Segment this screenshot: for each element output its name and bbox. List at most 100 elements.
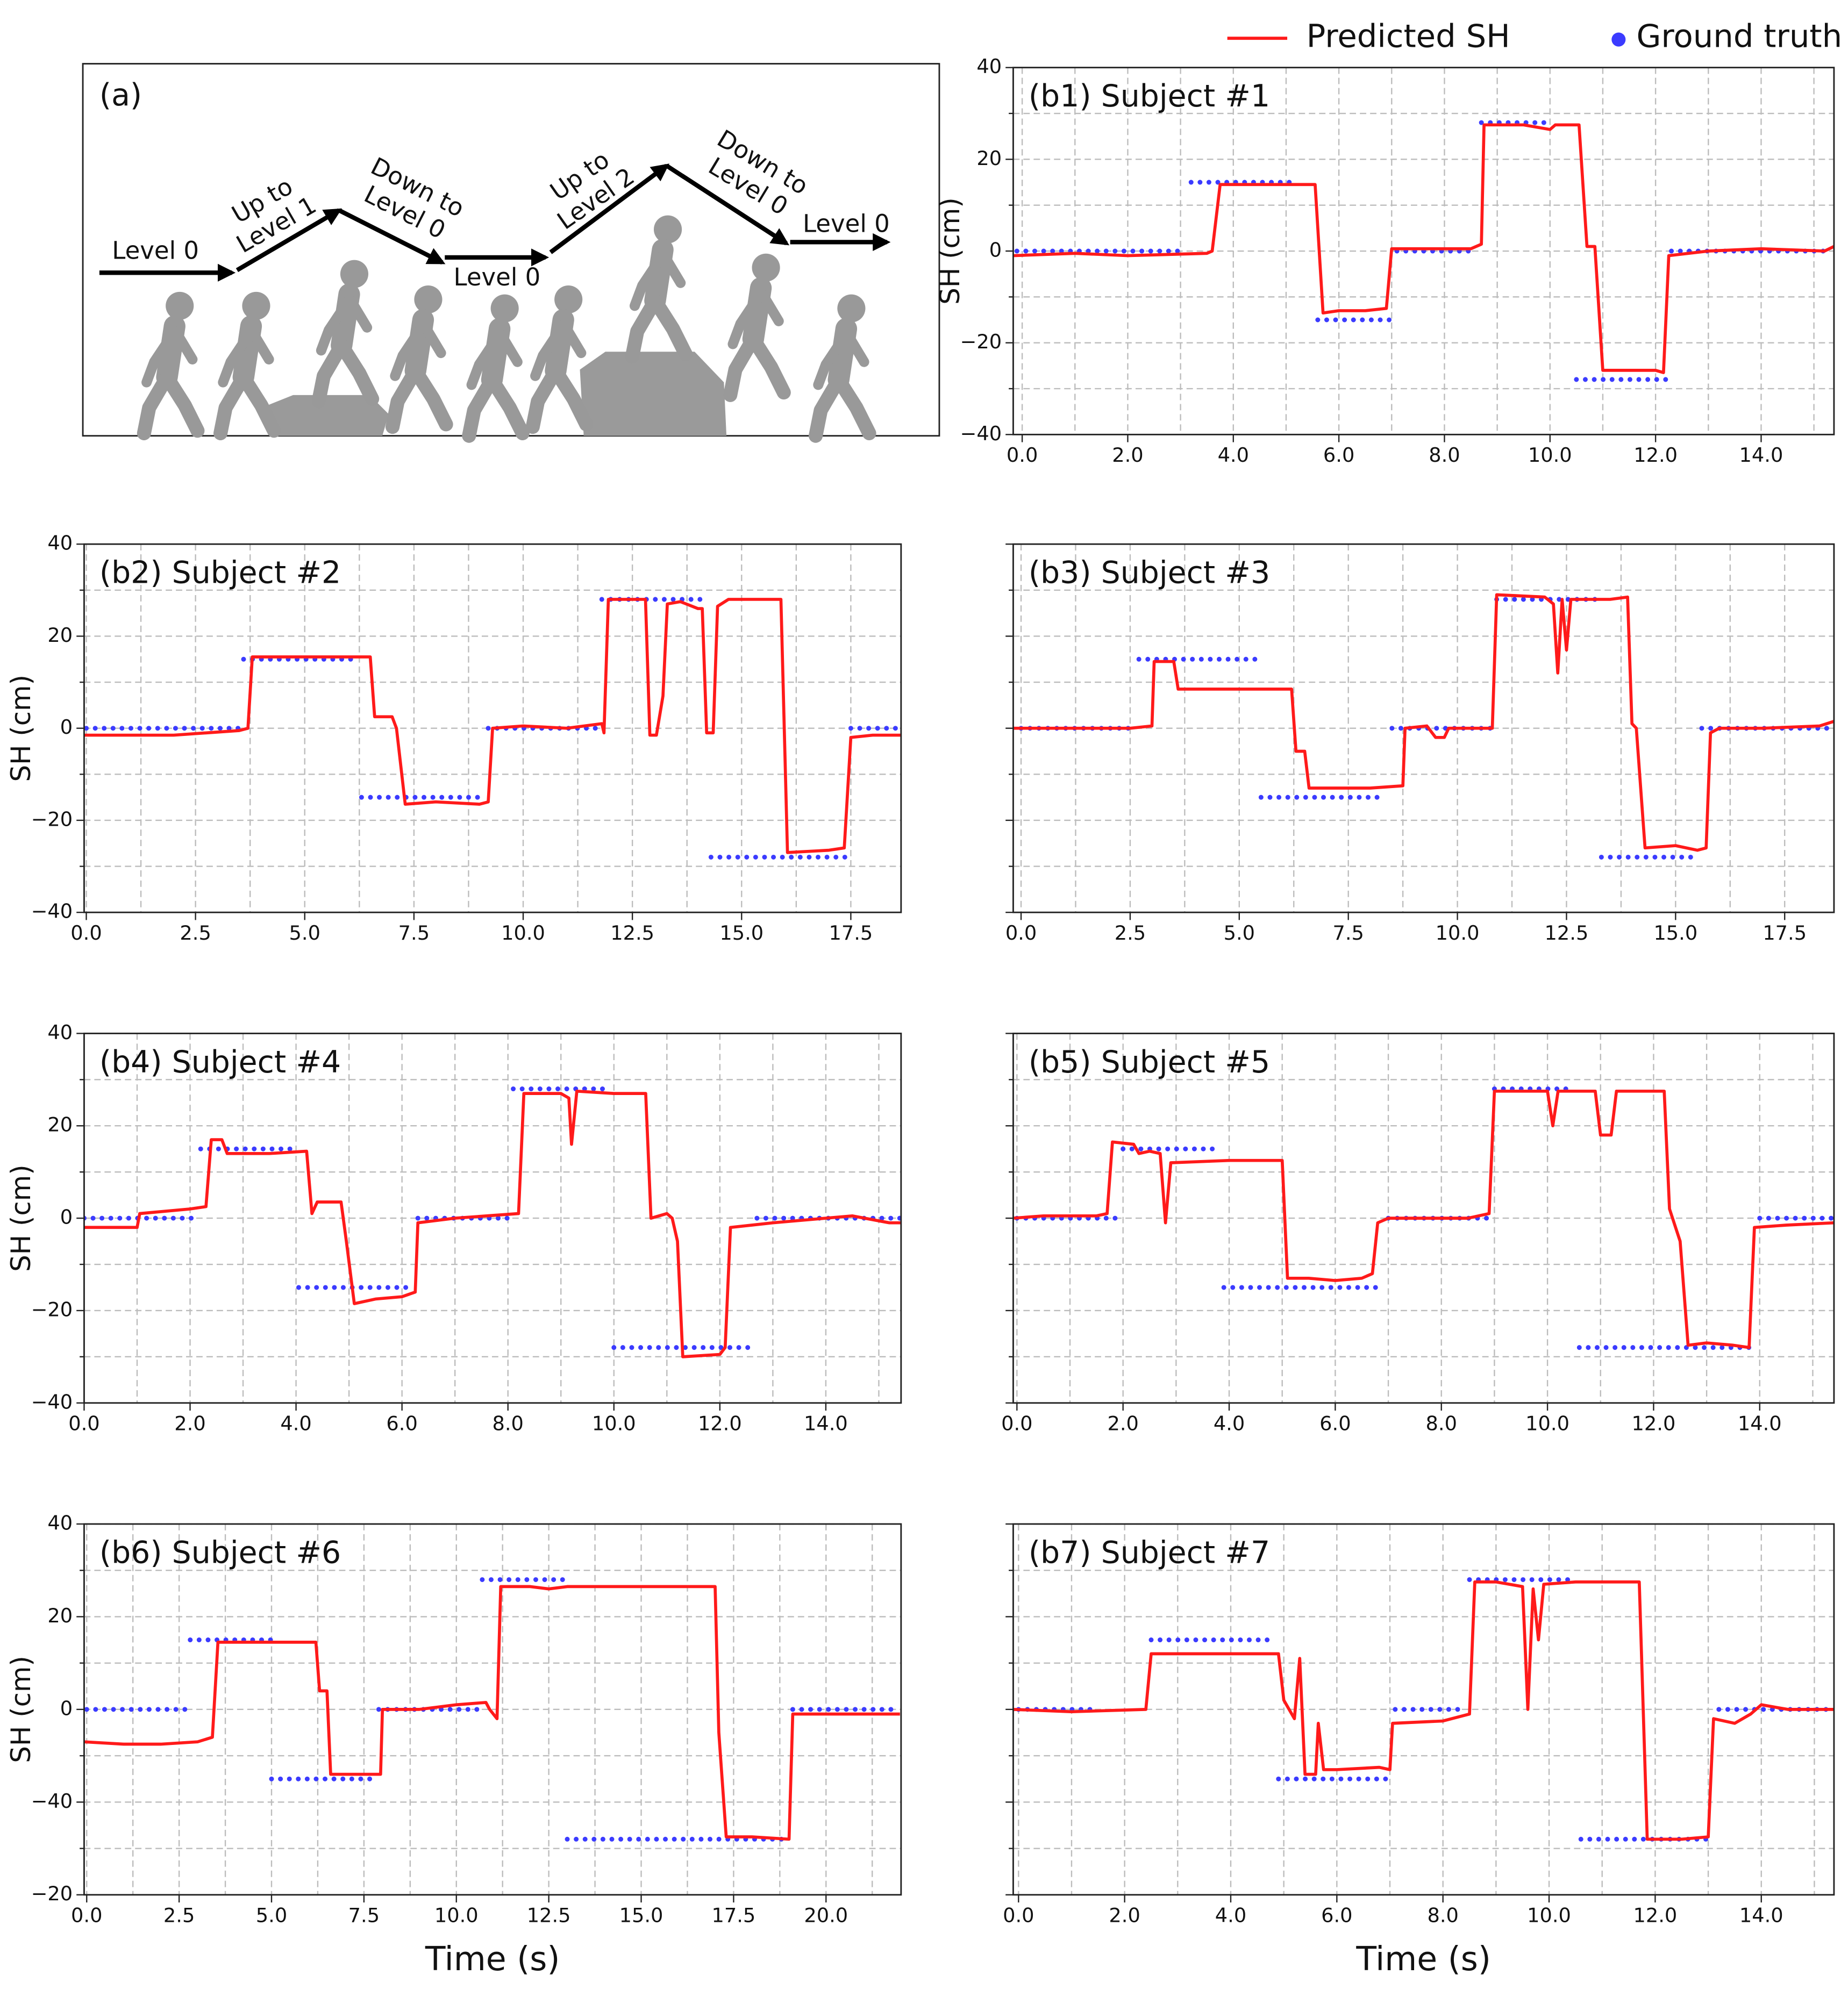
x-tick-label: 0.0: [1007, 443, 1038, 467]
predicted-line: [1013, 123, 1834, 374]
arrow: [338, 208, 446, 265]
step-block: [267, 395, 389, 436]
x-tick-label: 14.0: [804, 1412, 848, 1435]
y-tick-label: 20: [976, 147, 1002, 170]
x-tick-label: 10.0: [1528, 443, 1572, 467]
y-tick-label: 0: [989, 239, 1002, 262]
chart-title: (b1) Subject #1: [1029, 78, 1270, 114]
predicted-line: [1013, 1580, 1834, 1841]
x-tick-label: 2.5: [163, 1904, 195, 1927]
x-tick-label: 12.5: [610, 921, 654, 945]
chart-title: (b2) Subject #2: [99, 555, 341, 591]
y-tick-label: 0: [60, 1206, 73, 1229]
x-tick-label: 12.0: [1632, 1412, 1676, 1435]
x-tick-label: 15.0: [619, 1904, 663, 1927]
step-label: Level 0: [803, 210, 890, 238]
chart: −40 −20 0 20 40 0.0 2.0 4.0 6.0 8.0 10.0 12.0 14.0 (b…: [5, 1021, 902, 1435]
x-tick-label: 12.0: [1633, 443, 1678, 467]
predicted-line: [1013, 593, 1834, 852]
step-label-line: Level 0: [803, 210, 890, 238]
x-tick-label: 0.0: [1005, 921, 1037, 945]
x-tick-label: 17.5: [711, 1904, 755, 1927]
x-tick-label: 6.0: [1323, 443, 1354, 467]
chart: −20 −40 0 20 40 0.0 2.5 5.0 7.5 10.0 12.5 15.0 17.5 2…: [5, 1511, 902, 1978]
y-tick-label: −40: [960, 422, 1002, 445]
panel-label: (a): [99, 77, 142, 113]
y-axis-label: SH (cm): [5, 1164, 37, 1271]
y-tick-label: 40: [47, 1021, 73, 1044]
arrow: [549, 163, 670, 254]
x-tick-label: 5.0: [289, 921, 320, 945]
x-tick-label: 0.0: [68, 1412, 99, 1435]
x-tick-label: 17.5: [1763, 921, 1807, 945]
x-tick-label: 2.0: [1109, 1904, 1140, 1927]
x-tick-label: 2.5: [1115, 921, 1146, 945]
x-tick-label: 10.0: [1525, 1412, 1569, 1435]
x-tick-label: 5.0: [256, 1904, 287, 1927]
chart: 0.0 2.5 5.0 7.5 10.0 12.5 15.0 17.5 (b3) Subject…: [1005, 543, 1835, 945]
x-tick-label: 0.0: [1003, 1904, 1034, 1927]
x-tick-label: 2.0: [174, 1412, 205, 1435]
chart: 0.0 2.0 4.0 6.0 8.0 10.0 12.0 14.0 (b7) Subject …: [1003, 1523, 1835, 1978]
x-tick-label: 2.5: [180, 921, 211, 945]
x-tick-label: 7.5: [1332, 921, 1364, 945]
chart-title: (b4) Subject #4: [99, 1044, 341, 1080]
plot-frame: [1012, 543, 1835, 913]
legend: Predicted SH Ground truth: [1227, 17, 1842, 54]
x-tick-label: 5.0: [1224, 921, 1255, 945]
x-tick-label: 8.0: [1427, 1904, 1458, 1927]
chart-title: (b7) Subject #7: [1029, 1535, 1270, 1570]
x-tick-label: 12.5: [527, 1904, 571, 1927]
y-tick-label: −20: [31, 1882, 73, 1905]
y-tick-label: 40: [976, 55, 1002, 78]
x-tick-label: 10.0: [434, 1904, 479, 1927]
x-tick-label: 0.0: [1001, 1412, 1032, 1435]
x-tick-label: 12.5: [1545, 921, 1589, 945]
chart-title: (b5) Subject #5: [1029, 1044, 1270, 1080]
chart: −40 −20 0 20 40 0.0 2.5 5.0 7.5 10.0 12.5 15.0 17.5 (…: [5, 532, 902, 945]
predicted-line: [84, 598, 901, 854]
y-tick-label: −40: [31, 1390, 73, 1413]
chart-title: (b6) Subject #6: [99, 1535, 341, 1570]
x-tick-label: 7.5: [348, 1904, 380, 1927]
chart: 0.0 2.0 4.0 6.0 8.0 10.0 12.0 14.0 (b5) Subject …: [1001, 1032, 1835, 1435]
x-tick-label: 2.0: [1112, 443, 1143, 467]
y-tick-label: −20: [960, 330, 1002, 353]
x-axis-label: Time (s): [1355, 1940, 1491, 1978]
y-tick-label: 40: [47, 1511, 73, 1534]
x-tick-label: 10.0: [1527, 1904, 1571, 1927]
step-block: [580, 352, 727, 436]
x-tick-label: 0.0: [71, 1904, 102, 1927]
chart-title: (b3) Subject #3: [1029, 555, 1270, 591]
x-tick-label: 8.0: [1426, 1412, 1457, 1435]
arrow: [665, 163, 790, 246]
x-tick-label: 7.5: [398, 921, 430, 945]
x-tick-label: 12.0: [1633, 1904, 1677, 1927]
step-label: Level 0: [112, 236, 199, 264]
x-tick-label: 15.0: [1653, 921, 1697, 945]
x-tick-label: 2.0: [1107, 1412, 1138, 1435]
y-tick-label: 20: [47, 1604, 73, 1627]
y-tick-label: −20: [31, 807, 73, 831]
y-tick-label: −40: [31, 1790, 73, 1813]
panel-frame: [82, 63, 940, 437]
y-axis-label: SH (cm): [934, 197, 966, 305]
plot-frame: [1012, 67, 1835, 435]
x-tick-label: 10.0: [501, 921, 545, 945]
arrow: [236, 208, 343, 273]
plot-frame: [83, 1523, 902, 1896]
x-tick-label: 4.0: [1215, 1904, 1246, 1927]
plot-frame: [1012, 1523, 1835, 1896]
path-arrows: [99, 163, 891, 282]
y-axis-label: SH (cm): [5, 1656, 37, 1763]
step-label: Level 0: [454, 263, 541, 291]
predicted-line: [84, 1089, 901, 1358]
x-tick-label: 14.0: [1739, 443, 1783, 467]
x-tick-label: 6.0: [1321, 1904, 1352, 1927]
x-axis-label: Time (s): [425, 1940, 560, 1978]
x-tick-label: 4.0: [1218, 443, 1249, 467]
x-tick-label: 14.0: [1738, 1412, 1782, 1435]
y-tick-label: −20: [31, 1298, 73, 1321]
x-tick-label: 8.0: [1429, 443, 1460, 467]
